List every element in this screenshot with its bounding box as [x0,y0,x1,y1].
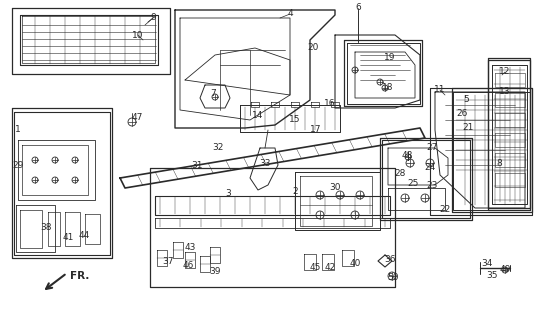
Text: 9: 9 [150,13,156,22]
Polygon shape [382,85,388,91]
Text: 33: 33 [259,158,271,167]
Text: 36: 36 [384,255,396,265]
Text: 37: 37 [162,257,174,266]
Text: 14: 14 [252,110,264,119]
Text: 27: 27 [426,143,438,153]
Text: 44: 44 [78,231,90,241]
Text: 1: 1 [15,125,21,134]
Text: 23: 23 [426,180,438,189]
Text: 24: 24 [425,164,436,172]
Text: 26: 26 [457,108,468,117]
Text: 31: 31 [191,161,203,170]
Text: 47: 47 [131,114,143,123]
Polygon shape [377,79,383,85]
Polygon shape [351,211,359,219]
Text: 40: 40 [349,259,360,268]
Polygon shape [52,157,58,163]
Polygon shape [128,118,136,126]
Text: 42: 42 [324,263,336,273]
Text: 6: 6 [355,4,361,12]
Text: 4: 4 [287,10,293,19]
Text: 34: 34 [481,259,493,268]
Text: 12: 12 [499,68,511,76]
Polygon shape [388,272,396,280]
Polygon shape [421,194,429,202]
Text: 21: 21 [462,123,474,132]
Text: 39: 39 [209,267,221,276]
Text: 18: 18 [382,84,394,92]
Text: 25: 25 [407,179,419,188]
Text: 7: 7 [210,89,216,98]
Polygon shape [352,67,358,73]
Polygon shape [406,159,414,167]
Text: 17: 17 [310,125,322,134]
Text: 46: 46 [182,261,194,270]
Text: 45: 45 [309,263,321,273]
Text: 16: 16 [324,99,336,108]
Polygon shape [316,211,324,219]
Text: 43: 43 [184,244,195,252]
Polygon shape [502,267,508,273]
Text: 5: 5 [463,95,469,105]
Polygon shape [72,157,78,163]
Text: 50: 50 [387,274,399,283]
Text: 8: 8 [496,158,502,167]
Text: 38: 38 [40,223,52,233]
Text: FR.: FR. [70,271,89,281]
Text: 29: 29 [12,161,23,170]
Text: 19: 19 [384,52,396,61]
Polygon shape [72,177,78,183]
Polygon shape [52,177,58,183]
Polygon shape [356,191,364,199]
Polygon shape [336,191,344,199]
Text: 2: 2 [292,188,298,196]
Text: 3: 3 [225,188,231,197]
Text: 48: 48 [402,150,413,159]
Polygon shape [316,191,324,199]
Polygon shape [401,194,409,202]
Text: 22: 22 [439,205,451,214]
Text: 28: 28 [394,170,406,179]
Polygon shape [32,157,38,163]
Polygon shape [32,177,38,183]
Text: 20: 20 [307,44,319,52]
Text: 49: 49 [499,266,511,275]
Polygon shape [212,94,218,100]
Text: 30: 30 [329,182,341,191]
Text: 41: 41 [62,233,74,242]
Text: 35: 35 [486,270,498,279]
Polygon shape [405,154,411,160]
Text: 32: 32 [213,143,224,153]
Polygon shape [426,159,434,167]
Text: 13: 13 [499,87,511,97]
Text: 11: 11 [434,85,446,94]
Text: 10: 10 [132,30,144,39]
Text: 15: 15 [289,116,301,124]
